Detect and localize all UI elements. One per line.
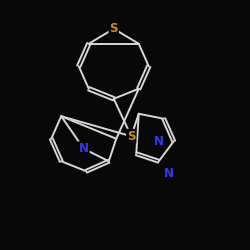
Text: N: N xyxy=(79,142,89,155)
Text: S: S xyxy=(127,130,136,143)
Text: S: S xyxy=(110,22,118,35)
Text: N: N xyxy=(154,135,164,148)
Text: N: N xyxy=(164,167,174,180)
